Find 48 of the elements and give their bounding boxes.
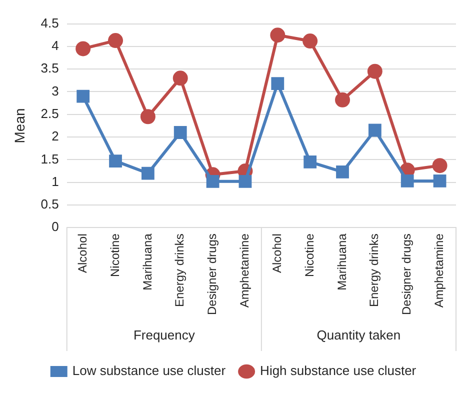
x-tick-label: Nicotine bbox=[302, 233, 316, 277]
y-tick-label: 1.5 bbox=[40, 151, 59, 166]
text: Frequency bbox=[133, 328, 196, 343]
text: Quantity taken bbox=[316, 328, 401, 343]
x-tick-label: Energy drinks bbox=[172, 234, 187, 307]
point bbox=[400, 174, 414, 188]
x-tick-label: Designer drugs bbox=[400, 234, 414, 315]
point bbox=[76, 41, 91, 56]
y-tick-label: 4.5 bbox=[40, 15, 59, 30]
x-tick-label: Marihuana bbox=[334, 233, 349, 290]
point bbox=[432, 158, 448, 174]
y-axis-title: Mean bbox=[11, 108, 28, 144]
point bbox=[270, 28, 286, 43]
y-tick-label: 4 bbox=[52, 38, 59, 54]
y-tick-label: 0 bbox=[52, 219, 59, 234]
y-tick-label: 3 bbox=[52, 83, 59, 98]
point bbox=[368, 124, 382, 137]
point bbox=[76, 90, 90, 103]
x-tick-label: Amphetamine bbox=[238, 233, 252, 308]
x-tick-label: Alcohol bbox=[75, 234, 90, 273]
legend-label: High substance use cluster bbox=[260, 363, 417, 378]
y-tick-label: 3.5 bbox=[40, 60, 59, 76]
point bbox=[271, 77, 284, 90]
point bbox=[206, 174, 220, 188]
point bbox=[302, 34, 318, 49]
x-tick-label: Alcohol bbox=[270, 234, 284, 273]
legend-label: Low substance use cluster bbox=[72, 363, 226, 378]
x-tick-label: Nicotine bbox=[108, 233, 122, 277]
point bbox=[108, 33, 124, 48]
point bbox=[336, 165, 349, 178]
y-tick-label: 2.5 bbox=[40, 106, 59, 121]
point bbox=[335, 92, 350, 108]
x-tick-label: Marihuana bbox=[140, 233, 154, 290]
y-tick-label: 0.5 bbox=[40, 196, 59, 212]
point bbox=[238, 174, 252, 188]
point bbox=[174, 126, 187, 139]
point bbox=[141, 166, 154, 180]
point bbox=[433, 174, 446, 188]
point bbox=[304, 156, 317, 168]
point bbox=[172, 70, 188, 86]
x-tick-label: Designer drugs bbox=[205, 234, 220, 315]
x-tick-label: Amphetamine bbox=[432, 233, 446, 308]
x-tick-label: Energy drinks bbox=[367, 234, 382, 307]
point bbox=[140, 109, 156, 124]
y-tick-label: 2 bbox=[52, 128, 59, 144]
point bbox=[109, 154, 122, 168]
point bbox=[367, 64, 382, 79]
y-tick-label: 1 bbox=[52, 174, 59, 189]
